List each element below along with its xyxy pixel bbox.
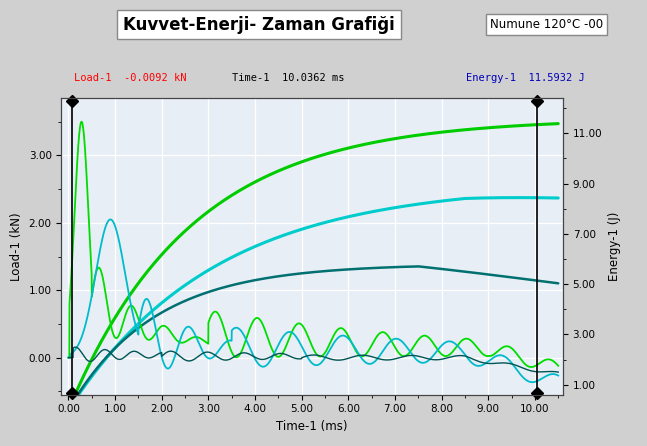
Y-axis label: Energy-1 (J): Energy-1 (J)	[608, 212, 620, 281]
Text: Energy-1  11.5932 J: Energy-1 11.5932 J	[466, 73, 585, 83]
X-axis label: Time-1 (ms): Time-1 (ms)	[276, 420, 348, 433]
Text: Time-1  10.0362 ms: Time-1 10.0362 ms	[232, 73, 344, 83]
Text: Kuvvet-Enerji- Zaman Grafiği: Kuvvet-Enerji- Zaman Grafiği	[123, 16, 395, 33]
Text: Numune 120°C -00: Numune 120°C -00	[490, 18, 603, 31]
Text: Load-1  -0.0092 kN: Load-1 -0.0092 kN	[74, 73, 187, 83]
Y-axis label: Load-1 (kN): Load-1 (kN)	[10, 212, 23, 281]
